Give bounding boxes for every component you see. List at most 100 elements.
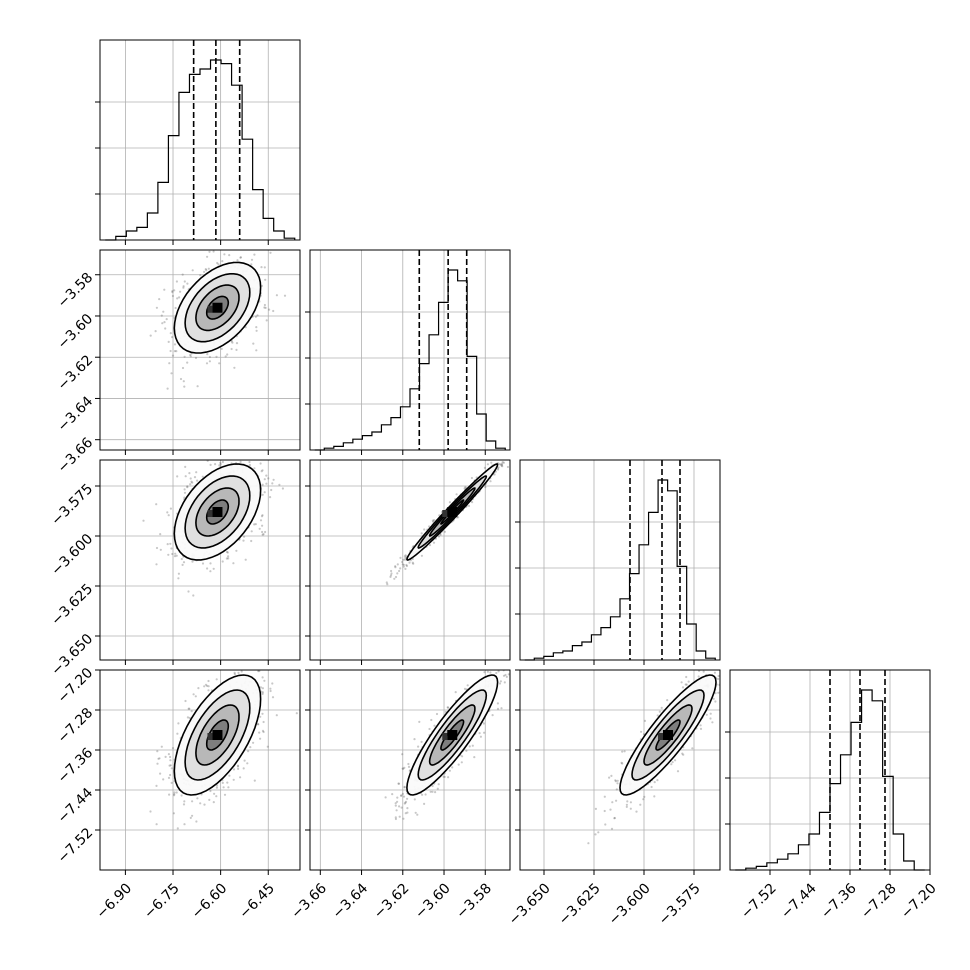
sample-point (264, 306, 267, 309)
sample-point (160, 745, 163, 748)
sample-point (259, 519, 263, 522)
sample-point (155, 563, 158, 566)
x-tick-label-2: −3.66 (288, 880, 330, 922)
sample-point (263, 478, 266, 481)
sample-point (155, 823, 158, 826)
sample-point (653, 795, 656, 798)
panel-frame (99, 39, 301, 241)
sample-point (621, 750, 624, 753)
sample-point (221, 781, 224, 785)
sample-point (178, 296, 181, 299)
sample-point (402, 767, 405, 770)
sample-point (272, 309, 275, 313)
sample-point (261, 493, 264, 496)
sample-point (258, 527, 261, 530)
sample-point (206, 255, 209, 258)
sample-point (401, 767, 404, 770)
sample-point (191, 814, 194, 817)
sample-point (208, 360, 211, 363)
sample-point (205, 269, 208, 272)
sample-point (451, 766, 454, 769)
sample-point (235, 348, 238, 351)
sample-point (256, 723, 260, 726)
sample-point (496, 707, 500, 711)
sample-point (430, 718, 433, 722)
sample-point (248, 463, 251, 467)
sample-point (400, 794, 403, 797)
hist-panel-2 (305, 249, 511, 455)
sample-point (261, 729, 265, 733)
sample-point (608, 776, 611, 779)
sample-point (489, 671, 492, 674)
sample-point (417, 745, 420, 748)
sample-point (258, 731, 261, 734)
sample-point (250, 263, 253, 266)
sample-point (163, 321, 166, 324)
sample-point (264, 278, 267, 281)
sample-point (175, 791, 178, 794)
sample-point (501, 465, 504, 468)
sample-point (154, 330, 157, 333)
sample-point (176, 475, 179, 478)
sample-point (394, 804, 397, 807)
sample-point (212, 801, 215, 804)
sample-point (393, 577, 396, 580)
histogram-1 (105, 59, 296, 241)
sample-point (149, 810, 152, 813)
sample-point (183, 355, 186, 358)
sample-point (228, 254, 231, 257)
sample-point (160, 314, 163, 317)
sample-point (268, 308, 271, 311)
sample-point (261, 687, 264, 690)
sample-point (196, 479, 199, 482)
sample-point (169, 542, 172, 545)
sample-point (473, 756, 476, 759)
sample-point (235, 549, 238, 552)
x-tick-label-3: −3.600 (606, 880, 654, 928)
x-tick-label-4: −7.52 (738, 880, 780, 922)
sample-point (500, 464, 503, 467)
sample-point (183, 488, 186, 491)
sample-point (457, 516, 460, 519)
sample-point (398, 569, 401, 573)
sample-point (496, 702, 499, 705)
panel-content (100, 250, 300, 450)
sample-point (401, 563, 404, 566)
density-peak (212, 507, 223, 517)
sample-point (158, 298, 161, 301)
panel-frame (99, 249, 301, 451)
sample-point (180, 794, 183, 797)
sample-point (156, 750, 159, 753)
sample-point (491, 714, 494, 717)
sample-point (714, 700, 717, 703)
sample-point (215, 678, 218, 681)
sample-point (397, 782, 400, 785)
sample-point (489, 480, 492, 483)
sample-point (442, 775, 445, 778)
sample-point (413, 798, 416, 801)
sample-point (587, 842, 590, 845)
sample-point (447, 776, 450, 779)
sample-point (242, 767, 245, 770)
sample-point (196, 385, 199, 388)
sample-point (175, 350, 178, 353)
sample-point (215, 795, 218, 798)
sample-point (685, 683, 688, 686)
sample-point (597, 831, 600, 834)
sample-point (436, 787, 439, 790)
sample-point (256, 314, 259, 317)
sample-point (182, 380, 185, 383)
sample-point (398, 815, 401, 818)
y-tick-label-2: −3.64 (55, 393, 97, 435)
sample-point (262, 730, 265, 734)
sample-point (192, 693, 195, 696)
sample-point (170, 781, 173, 785)
sample-point (171, 291, 174, 294)
sample-point (199, 802, 202, 805)
sample-point (493, 473, 496, 476)
y-tick-label-3: −3.600 (48, 531, 96, 579)
sample-point (424, 793, 427, 796)
sample-point (498, 682, 502, 685)
sample-point (195, 471, 198, 474)
sample-point (209, 570, 212, 573)
